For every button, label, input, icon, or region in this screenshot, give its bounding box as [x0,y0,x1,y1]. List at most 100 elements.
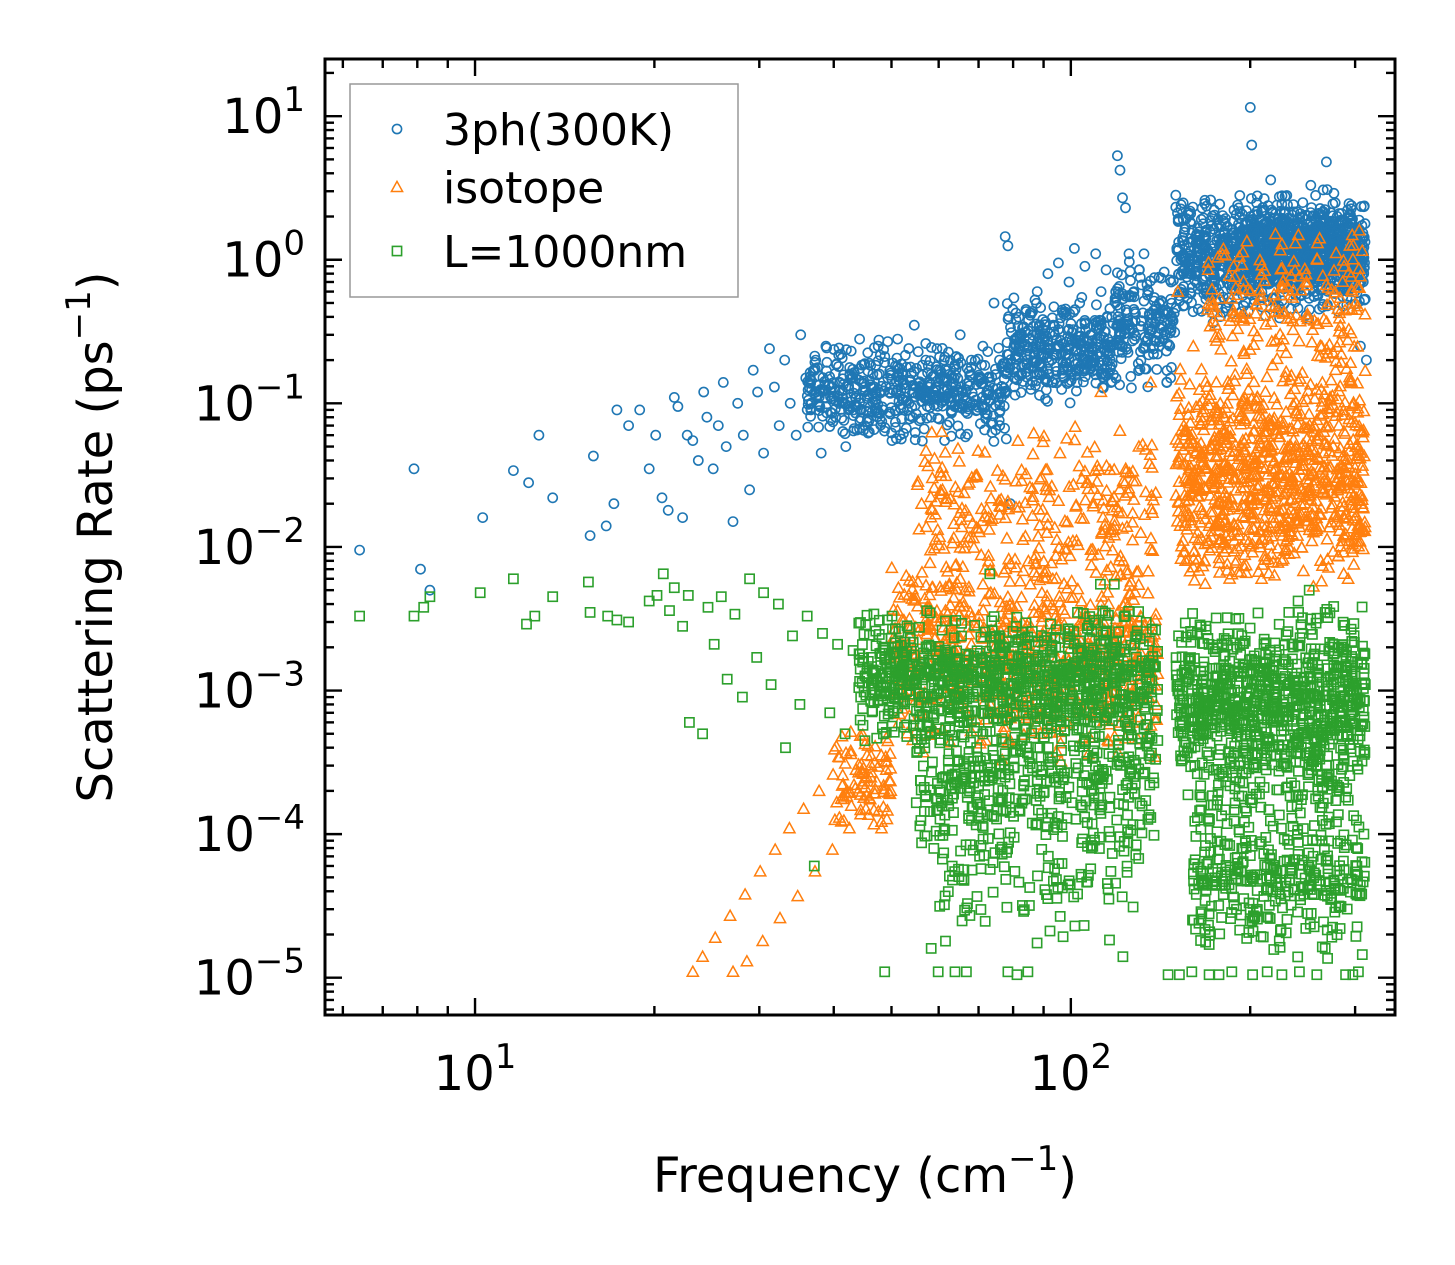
data-point [1029,348,1040,359]
data-point [1307,391,1322,404]
data-point [1120,566,1135,579]
data-point [1291,461,1306,475]
data-point [1303,377,1318,390]
data-point [1216,537,1231,550]
data-point [1281,513,1296,526]
data-point [1314,507,1328,521]
data-point [1247,223,1258,235]
data-point [1251,197,1262,209]
data-point [1304,517,1319,531]
data-point [1230,321,1245,335]
data-point [1358,363,1373,377]
data-point [1123,248,1135,260]
data-point [1070,358,1081,370]
data-point [898,427,909,439]
data-point [1295,365,1310,379]
data-point [600,520,612,532]
data-point [932,537,946,551]
data-point [1295,394,1310,408]
data-point [924,355,936,367]
data-point [1008,552,1022,565]
data-point [897,368,909,380]
data-point [1235,257,1249,270]
data-point [687,435,699,446]
data-point [948,385,960,397]
data-point [913,415,925,427]
data-point [1037,333,1048,345]
data-point [1203,387,1218,401]
data-point [1176,442,1191,455]
data-point [942,579,957,592]
data-point [1103,462,1117,476]
data-point [1316,424,1331,437]
data-point [1026,446,1040,460]
data-point [1260,369,1274,383]
data-point [1215,506,1230,520]
data-point [993,414,1005,426]
data-point [773,420,785,431]
data-point [1237,475,1252,488]
data-point [1217,455,1232,468]
data-point [978,445,992,458]
data-point [1274,422,1289,435]
data-point [1249,242,1261,254]
data-point [945,406,957,417]
data-point [971,404,983,416]
data-point [1053,445,1067,459]
data-point [1003,574,1017,587]
data-point [836,776,850,790]
data-point [1025,493,1040,506]
data-point [1138,484,1153,498]
data-point [1246,450,1261,463]
data-point [1310,431,1325,445]
data-point [1284,421,1299,434]
data-point [1173,214,1185,226]
data-point [1064,332,1076,344]
data-point [922,587,937,601]
data-point [1111,622,1125,636]
data-point [990,463,1005,476]
data-point [883,783,898,797]
data-point [1343,375,1358,389]
data-point [1071,385,1082,397]
data-point [1334,355,1349,368]
data-point [1115,353,1127,365]
data-point [1340,332,1355,346]
data-point [1227,269,1242,282]
data-point [864,758,878,771]
data-point [1254,267,1269,280]
data-point [1097,371,1109,383]
data-point [1353,534,1367,547]
data-point [983,479,998,492]
data-point [1228,483,1243,496]
data-point [1241,382,1256,396]
data-point [1268,274,1280,286]
data-point [1271,484,1286,498]
data-point [1149,272,1160,284]
data-point [1271,541,1285,554]
data-point [1084,329,1096,341]
data-point [956,617,967,629]
data-point [900,422,912,434]
data-point [1339,473,1354,487]
data-point [1062,479,1077,493]
data-point [1361,354,1372,366]
data-point [958,582,972,596]
data-point [858,424,869,436]
data-point [1013,337,1025,349]
data-point [947,497,962,510]
data-point [1270,208,1281,219]
data-point [1022,345,1034,356]
data-point [1321,460,1335,473]
data-point [1281,190,1293,201]
data-point [1193,416,1208,429]
data-point [1176,533,1190,546]
data-point [921,412,933,424]
data-point [1305,533,1319,547]
data-point [1326,544,1340,557]
data-point [963,605,978,618]
data-point [1055,348,1067,359]
data-point [1039,482,1054,496]
data-point [923,555,937,569]
data-point [1291,374,1305,387]
